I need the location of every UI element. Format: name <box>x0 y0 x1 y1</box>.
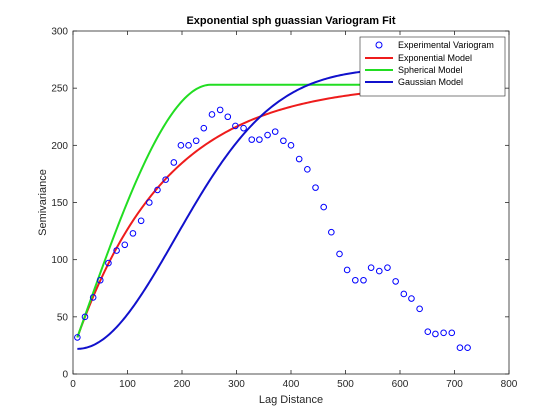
series-line-gaussian <box>77 69 379 350</box>
legend-box <box>359 36 506 97</box>
experimental-point <box>280 137 287 145</box>
experimental-point <box>248 136 256 143</box>
y-tick-label: 50 <box>57 312 69 323</box>
experimental-point <box>367 264 375 271</box>
experimental-point <box>146 199 153 206</box>
experimental-point <box>392 278 399 285</box>
experimental-point <box>240 124 247 132</box>
legend-label-spherical: Spherical Model <box>398 65 463 75</box>
experimental-point <box>137 217 145 225</box>
experimental-point <box>170 159 178 166</box>
y-tick-label: 200 <box>51 141 68 152</box>
x-tick-label: 400 <box>283 379 300 390</box>
experimental-point <box>424 328 432 335</box>
experimental-point <box>177 142 185 149</box>
experimental-point <box>271 128 279 135</box>
x-tick-label: 800 <box>501 379 518 390</box>
experimental-point <box>464 344 471 352</box>
x-tick-label: 100 <box>119 379 136 390</box>
experimental-point <box>328 228 335 236</box>
y-tick-label: 150 <box>51 198 68 209</box>
experimental-point <box>96 276 104 284</box>
experimental-point <box>81 313 89 321</box>
legend-label-experimental: Experimental Variogram <box>398 40 494 50</box>
y-tick-label: 100 <box>51 255 68 266</box>
experimental-point <box>408 295 415 302</box>
experimental-point <box>74 334 81 341</box>
experimental-point <box>400 290 408 298</box>
legend: Experimental Variogram Exponential Model… <box>359 36 506 97</box>
experimental-point <box>360 276 367 284</box>
experimental-point <box>312 184 319 191</box>
y-axis-label: Semivariance <box>37 169 49 236</box>
x-axis-ticks: 0 100 200 300 400 500 600 700 800 <box>70 31 518 390</box>
experimental-point <box>256 136 263 143</box>
x-axis-label: Lag Distance <box>259 394 323 406</box>
experimental-point <box>320 203 328 211</box>
legend-marker-experimental <box>375 41 383 49</box>
experimental-point <box>162 176 169 183</box>
y-tick-label: 0 <box>62 370 68 381</box>
experimental-point <box>232 122 239 130</box>
experimental-point <box>416 305 423 313</box>
experimental-point <box>352 276 359 284</box>
experimental-point <box>336 250 343 258</box>
x-tick-label: 600 <box>392 379 409 390</box>
experimental-point <box>224 113 232 121</box>
experimental-point <box>304 166 311 173</box>
experimental-point <box>264 131 271 139</box>
experimental-point <box>456 344 464 352</box>
experimental-point <box>89 294 97 301</box>
experimental-point <box>113 247 120 254</box>
experimental-point <box>185 142 192 149</box>
experimental-point <box>200 124 208 132</box>
legend-label-exponential: Exponential Model <box>398 53 472 63</box>
x-tick-label: 200 <box>174 379 191 390</box>
x-tick-label: 0 <box>70 379 76 390</box>
experimental-point <box>192 137 200 145</box>
experimental-point <box>208 111 216 118</box>
experimental-point <box>375 267 383 275</box>
experimental-point <box>448 329 456 337</box>
experimental-point <box>384 264 391 271</box>
experimental-points <box>74 106 471 352</box>
experimental-point <box>440 329 447 337</box>
x-tick-label: 700 <box>446 379 463 390</box>
experimental-point <box>105 259 112 267</box>
x-tick-label: 300 <box>228 379 245 390</box>
experimental-point <box>287 142 295 149</box>
experimental-point <box>432 330 439 338</box>
chart-title: Exponential sph guassian Variogram Fit <box>186 15 395 27</box>
experimental-point <box>295 155 303 163</box>
y-tick-label: 250 <box>51 84 68 95</box>
x-tick-label: 500 <box>337 379 354 390</box>
experimental-point <box>343 266 351 274</box>
experimental-point <box>154 186 161 194</box>
experimental-point <box>121 241 129 249</box>
y-tick-label: 300 <box>51 27 68 38</box>
experimental-point <box>216 106 224 114</box>
experimental-point <box>129 230 137 237</box>
y-axis-ticks: 0 50 100 150 200 250 300 <box>51 27 509 381</box>
legend-label-gaussian: Gaussian Model <box>398 77 463 87</box>
